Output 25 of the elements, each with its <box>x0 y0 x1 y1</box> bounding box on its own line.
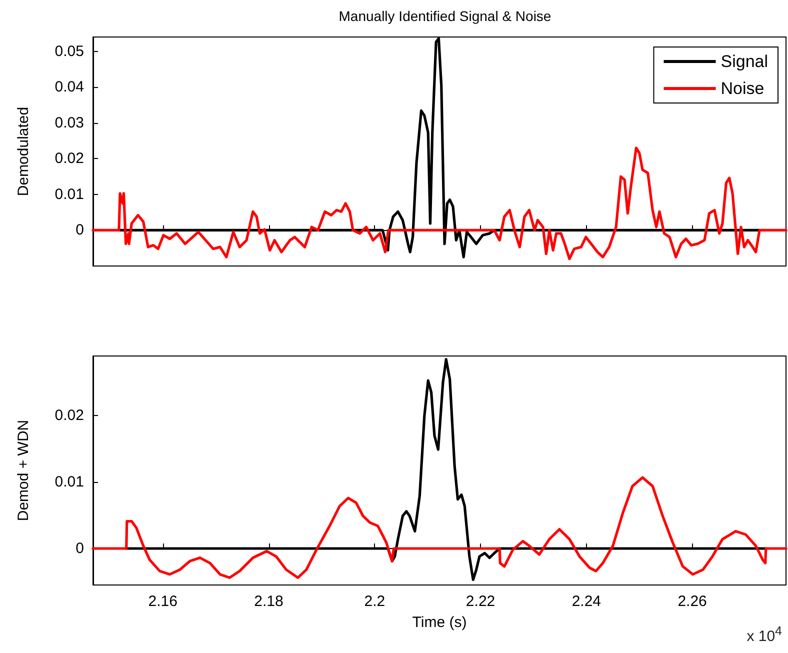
x-tick-label: 2.16 <box>148 593 178 610</box>
y-tick-label: 0.01 <box>54 474 84 491</box>
text: x 10$^{4}$ <box>746 624 782 645</box>
line-series <box>92 146 788 260</box>
line-series <box>125 358 768 581</box>
x-tick-label: 2.26 <box>678 593 707 610</box>
y-axis-title: Demod + WDN <box>15 420 32 522</box>
y-tick-label: 0.04 <box>54 78 84 96</box>
y-tick-label: 0.01 <box>54 186 84 203</box>
line-series <box>92 476 788 579</box>
y-tick-label: 0.03 <box>54 114 84 132</box>
y-tick-label: 0.05 <box>54 42 84 60</box>
y-tick-label: 0.02 <box>54 150 84 168</box>
legend-label: Signal <box>720 52 768 71</box>
chart-title: Manually Identified Signal & Noise <box>338 8 552 24</box>
y-tick-label: 0.02 <box>54 407 84 424</box>
y-axis-title: Demodulated <box>15 106 32 196</box>
x-tick-label: 2.24 <box>572 593 602 610</box>
y-tick-label: 0 <box>76 222 84 239</box>
legend-label: Noise <box>720 79 764 98</box>
x-axis-title: Time (s) <box>412 614 467 631</box>
y-tick-label: 0 <box>76 540 84 557</box>
x-tick-label: 2.22 <box>466 593 496 610</box>
x-tick-label: 2.2 <box>364 593 386 610</box>
x-tick-label: 2.18 <box>254 593 284 610</box>
